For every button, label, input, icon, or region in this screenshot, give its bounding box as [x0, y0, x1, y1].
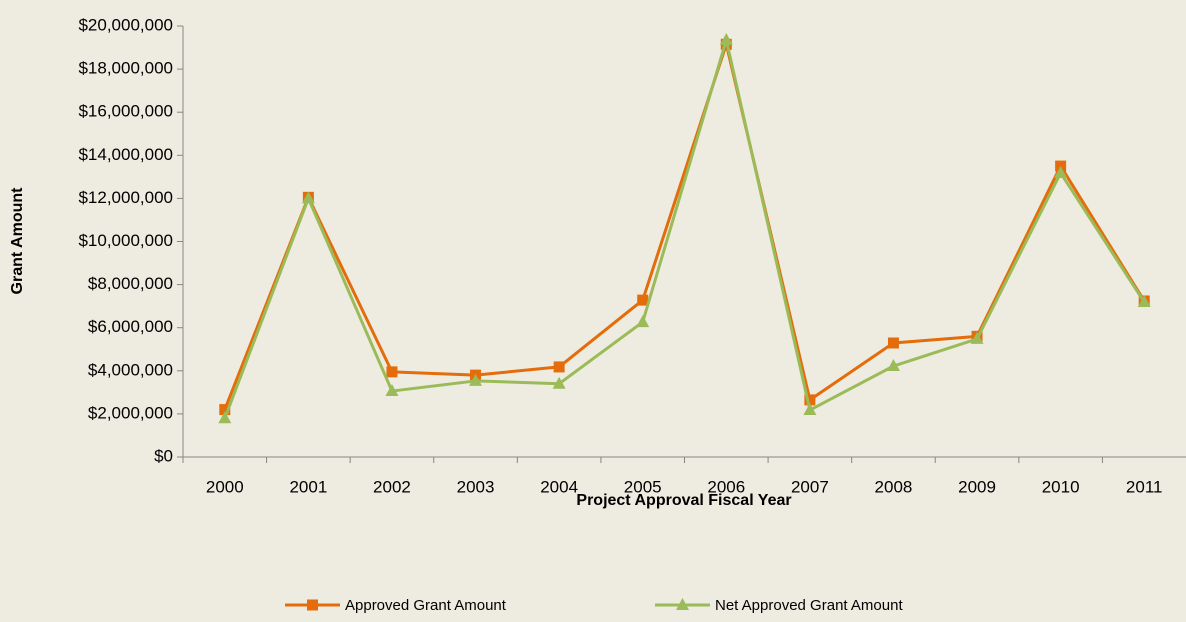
series-line [223, 38, 1146, 419]
x-tick-label: 2005 [624, 477, 662, 496]
legend-marker [307, 599, 318, 611]
data-point [970, 331, 984, 344]
data-point [219, 404, 231, 416]
y-tick-label: $14,000,000 [78, 145, 173, 164]
legend-label: Net Approved Grant Amount [715, 597, 903, 614]
x-axis-title: Project Approval Fiscal Year [576, 492, 791, 509]
y-tick-label: $6,000,000 [88, 317, 173, 336]
x-tick-label: 2008 [875, 477, 913, 496]
y-tick-label: $10,000,000 [78, 231, 173, 250]
y-tick-label: $16,000,000 [78, 102, 173, 121]
x-tick-label: 2000 [206, 477, 244, 496]
x-tick-label: 2009 [958, 477, 996, 496]
y-axis-title: Grant Amount [9, 187, 26, 295]
x-tick-label: 2004 [540, 477, 578, 496]
data-point [386, 366, 398, 378]
y-tick-label: $0 [154, 446, 173, 465]
data-point [385, 384, 399, 397]
data-point [887, 337, 899, 349]
data-point [552, 376, 566, 389]
data-point [1137, 295, 1151, 308]
data-point [637, 294, 649, 306]
x-tick-label: 2001 [289, 477, 327, 496]
data-point [804, 394, 816, 406]
data-point [636, 315, 650, 328]
data-point [218, 411, 232, 424]
y-tick-label: $2,000,000 [88, 403, 173, 422]
series-line [223, 42, 1146, 411]
y-tick-label: $8,000,000 [88, 274, 173, 293]
y-tick-label: $18,000,000 [78, 59, 173, 78]
y-tick-label: $20,000,000 [78, 15, 173, 34]
x-tick-label: 2011 [1126, 477, 1163, 496]
data-point [553, 361, 565, 373]
data-point [301, 191, 315, 204]
data-point [1054, 165, 1068, 178]
x-tick-label: 2010 [1042, 477, 1080, 496]
x-tick-label: 2006 [707, 477, 745, 496]
x-tick-label: 2007 [791, 477, 829, 496]
x-tick-label: 2003 [457, 477, 495, 496]
legend-marker [676, 598, 689, 610]
data-point [719, 33, 733, 46]
data-point [803, 403, 817, 416]
data-point [886, 359, 900, 372]
y-tick-label: $12,000,000 [78, 188, 173, 207]
data-point [469, 373, 483, 386]
x-tick-label: 2002 [373, 477, 411, 496]
legend-label: Approved Grant Amount [345, 597, 507, 614]
y-tick-label: $4,000,000 [88, 360, 173, 379]
